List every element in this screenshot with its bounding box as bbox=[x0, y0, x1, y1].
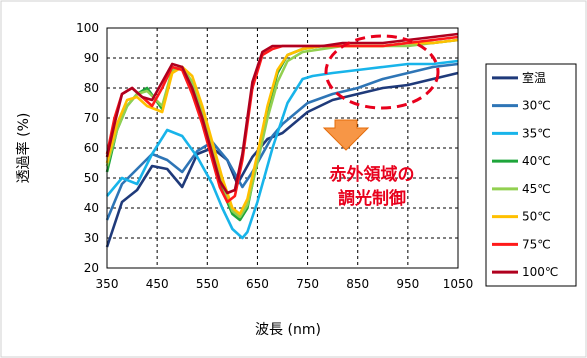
y-tick-label: 100 bbox=[76, 21, 99, 35]
annotation-line-1: 赤外領域の bbox=[330, 164, 415, 185]
legend-label: 45℃ bbox=[522, 182, 551, 196]
series-line-2 bbox=[106, 59, 459, 240]
y-tick-label: 40 bbox=[84, 201, 99, 215]
x-tick-label: 650 bbox=[246, 277, 269, 291]
y-tick-label: 90 bbox=[84, 51, 99, 65]
y-tick-label: 70 bbox=[84, 111, 99, 125]
y-tick-labels: 20 30 40 50 60 70 80 90 100 bbox=[76, 21, 99, 275]
x-tick-label: 350 bbox=[96, 277, 119, 291]
y-tick-label: 80 bbox=[84, 81, 99, 95]
legend-label: 40℃ bbox=[522, 154, 551, 168]
plot-area bbox=[106, 27, 459, 269]
legend-label: 30℃ bbox=[522, 99, 551, 113]
y-axis-label: 透過率 (%) bbox=[15, 113, 32, 184]
y-tick-label: 20 bbox=[84, 261, 99, 275]
legend-label: 50℃ bbox=[522, 210, 551, 224]
x-tick-label: 450 bbox=[146, 277, 169, 291]
x-tick-label: 1050 bbox=[443, 277, 474, 291]
y-tick-label: 60 bbox=[84, 141, 99, 155]
series-line-6 bbox=[105, 35, 459, 204]
x-tick-label: 850 bbox=[346, 277, 369, 291]
legend-label: 100℃ bbox=[522, 265, 558, 279]
annotation-arrow bbox=[322, 119, 370, 151]
x-tick-label: 750 bbox=[296, 277, 319, 291]
legend-label: 75℃ bbox=[522, 237, 551, 251]
y-tick-label: 30 bbox=[84, 231, 99, 245]
y-tick-label: 50 bbox=[84, 171, 99, 185]
legend-box bbox=[485, 63, 577, 287]
x-tick-labels: 350 450 550 650 750 850 950 1050 bbox=[96, 277, 474, 291]
annotation-line-2: 調光制御 bbox=[338, 188, 406, 209]
x-axis-label: 波長 (nm) bbox=[255, 322, 321, 338]
x-tick-label: 550 bbox=[196, 277, 219, 291]
series-line-0 bbox=[105, 71, 459, 248]
legend-label: 室温 bbox=[522, 70, 546, 85]
legend-label: 35℃ bbox=[522, 126, 551, 140]
legend: 室温 30℃ 35℃ 40℃ 45℃ 50℃ 75℃ 100℃ bbox=[485, 63, 577, 287]
annotation-ellipse bbox=[324, 34, 440, 110]
series-lines bbox=[105, 32, 459, 248]
series-line-7 bbox=[105, 32, 459, 195]
x-tick-label: 950 bbox=[396, 277, 419, 291]
